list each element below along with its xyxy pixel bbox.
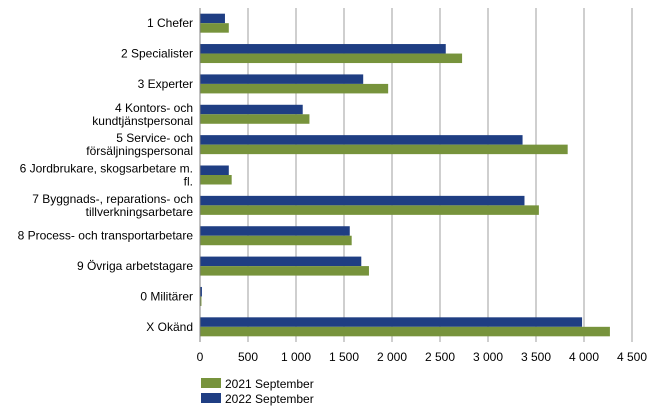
bar-2021-6	[200, 205, 539, 215]
bar-2021-2	[200, 83, 389, 94]
bar-2021-10	[200, 326, 610, 337]
bar-2022-7	[200, 226, 350, 236]
bar-2021-4	[200, 144, 568, 155]
legend-label: 2022 September	[225, 392, 314, 406]
bar-2022-9	[200, 286, 202, 297]
category-label: 5 Service- och	[116, 131, 193, 145]
x-tick-label: 4 000	[569, 350, 599, 364]
x-tick-label: 4 500	[617, 350, 647, 364]
x-tick-label: 500	[238, 350, 258, 364]
bar-2021-0	[200, 23, 229, 33]
x-tick-label: 1 000	[281, 350, 311, 364]
bar-2022-8	[200, 256, 362, 267]
category-label: 7 Byggnads-, reparations- och	[32, 192, 193, 206]
gridlines	[247, 8, 633, 342]
legend-swatch-1	[201, 393, 221, 403]
x-tick-label: 1 500	[329, 350, 359, 364]
bar-2021-1	[200, 53, 463, 64]
category-label: 6 Jordbrukare, skogsarbetare m.	[20, 162, 193, 176]
category-label: 2 Specialister	[121, 47, 193, 61]
bar-2021-5	[200, 175, 232, 185]
category-label: 8 Process- och transportarbetare	[18, 229, 194, 243]
x-tick-label: 2 000	[377, 350, 407, 364]
bars	[200, 13, 610, 337]
category-label: tillverkningsarbetare	[86, 205, 194, 219]
bar-2021-8	[200, 266, 369, 276]
bar-2021-7	[200, 235, 352, 246]
category-label: 1 Chefer	[147, 16, 193, 30]
legend-swatch-0	[201, 378, 221, 388]
category-label: kundtjänstpersonal	[92, 114, 193, 128]
bar-2021-3	[200, 114, 310, 124]
bar-2022-4	[200, 135, 523, 145]
category-labels: 1 Chefer 2 Specialister 3 Experter 4 Kontor…	[18, 16, 194, 334]
x-tick-label: 0	[197, 350, 204, 364]
legend-label: 2021 September	[225, 377, 314, 391]
category-label: 4 Kontors- och	[115, 101, 193, 115]
category-label: X Okänd	[146, 320, 193, 334]
bar-2022-10	[200, 317, 583, 327]
x-tick-label: 2 500	[425, 350, 455, 364]
category-label: fl.	[184, 175, 193, 189]
bar-2022-1	[200, 44, 446, 54]
category-label: 3 Experter	[138, 77, 193, 91]
category-label: 9 Övriga arbetstagare	[77, 259, 193, 273]
x-tick-label: 3 000	[473, 350, 503, 364]
bar-2022-3	[200, 104, 303, 115]
category-label: försäljningspersonal	[86, 144, 193, 158]
bar-2021-9	[200, 296, 202, 306]
x-tick-labels: 0 500 1 000 1 500 2 000 2 500 3 000 3 500 4 000 4…	[197, 350, 648, 364]
bar-2022-0	[200, 13, 225, 24]
bar-2022-2	[200, 74, 364, 84]
bar-2022-5	[200, 165, 229, 175]
category-label: 0 Militärer	[140, 289, 193, 303]
bar-2022-6	[200, 195, 525, 206]
x-tick-label: 3 500	[521, 350, 551, 364]
